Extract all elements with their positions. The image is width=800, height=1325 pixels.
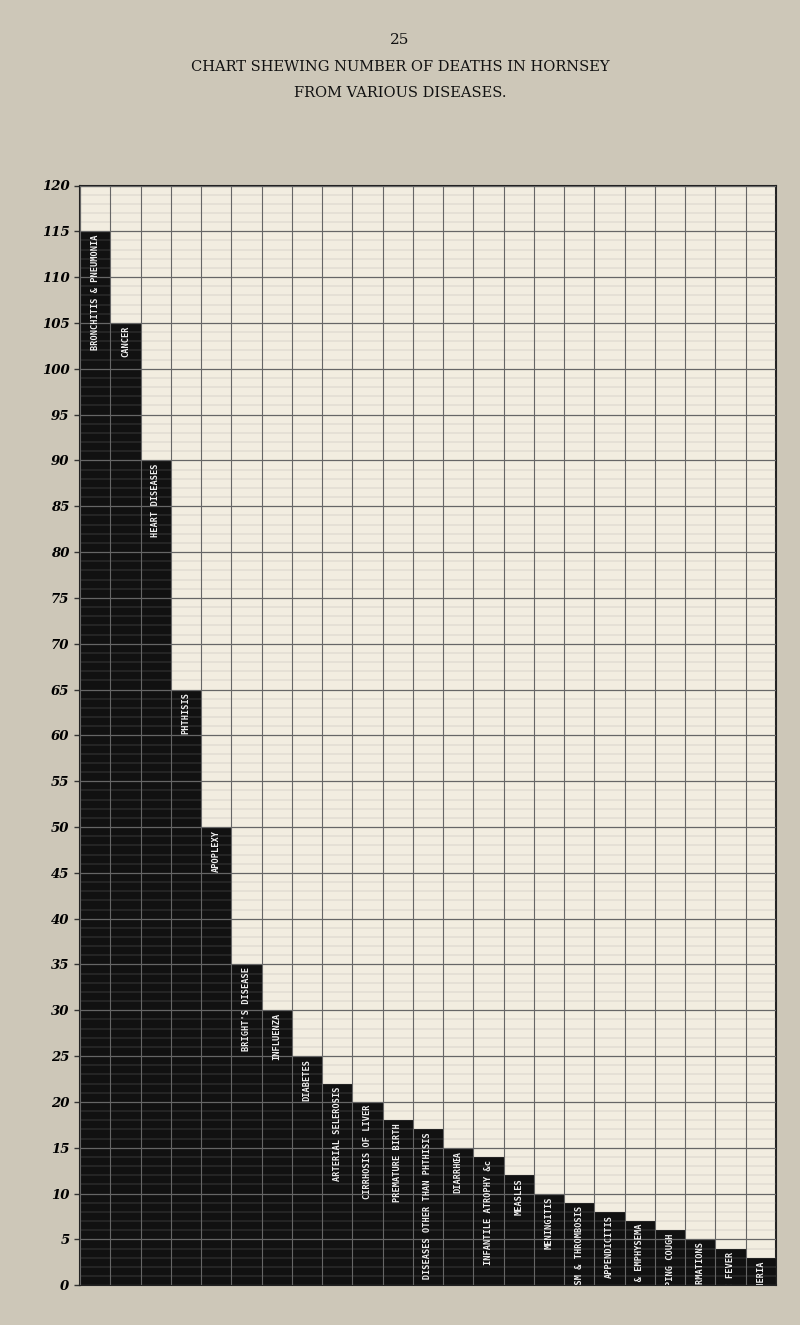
Bar	[322, 1084, 352, 1285]
Text: FROM VARIOUS DISEASES.: FROM VARIOUS DISEASES.	[294, 86, 506, 101]
Text: CANCER: CANCER	[121, 326, 130, 358]
Text: APPENDICITIS: APPENDICITIS	[605, 1215, 614, 1277]
Text: ASTHMA & EMPHYSEMA: ASTHMA & EMPHYSEMA	[635, 1224, 644, 1318]
Text: EMBOLISM & THROMBOSIS: EMBOLISM & THROMBOSIS	[575, 1206, 584, 1316]
Text: CONGENITAL MALFORMATIONS: CONGENITAL MALFORMATIONS	[696, 1242, 705, 1325]
Text: 25: 25	[390, 33, 410, 48]
Text: DIARRHŒA: DIARRHŒA	[454, 1150, 462, 1192]
Text: CHART SHEWING NUMBER OF DEATHS IN HORNSEY: CHART SHEWING NUMBER OF DEATHS IN HORNSE…	[190, 60, 610, 74]
Text: INFANTILE ATROPHY &c: INFANTILE ATROPHY &c	[484, 1159, 493, 1264]
Bar	[110, 323, 141, 1285]
Bar	[746, 1257, 776, 1285]
Text: BRONCHITIS & PNEUMONIA: BRONCHITIS & PNEUMONIA	[90, 235, 100, 350]
Text: APOPLEXY: APOPLEXY	[212, 829, 221, 872]
Text: ARTERIAL SELEROSIS: ARTERIAL SELEROSIS	[333, 1086, 342, 1181]
Bar	[382, 1121, 413, 1285]
Bar	[352, 1102, 382, 1285]
Bar	[231, 965, 262, 1285]
Text: WHOOPING COUGH: WHOOPING COUGH	[666, 1234, 674, 1306]
Bar	[262, 1010, 292, 1285]
Text: HEART DISEASES: HEART DISEASES	[151, 464, 160, 537]
Bar	[413, 1129, 443, 1285]
Text: CIRRHOSIS OF LIVER: CIRRHOSIS OF LIVER	[363, 1105, 372, 1199]
Text: INFLUENZA: INFLUENZA	[272, 1014, 281, 1060]
Bar	[655, 1230, 686, 1285]
Bar	[594, 1212, 625, 1285]
Bar	[504, 1175, 534, 1285]
Bar	[715, 1248, 746, 1285]
Text: PREMATURE BIRTH: PREMATURE BIRTH	[394, 1124, 402, 1202]
Bar	[443, 1147, 474, 1285]
Text: DIABETES: DIABETES	[302, 1059, 311, 1101]
Text: TUBERCULAR DISEASES OTHER THAN PHTHISIS: TUBERCULAR DISEASES OTHER THAN PHTHISIS	[423, 1132, 433, 1325]
Bar	[474, 1157, 504, 1285]
Bar	[292, 1056, 322, 1285]
Text: DIPHTHERIA: DIPHTHERIA	[756, 1260, 766, 1313]
Bar	[201, 827, 231, 1285]
Text: BRIGHT'S DISEASE: BRIGHT'S DISEASE	[242, 967, 251, 1051]
Bar	[625, 1222, 655, 1285]
Bar	[686, 1239, 715, 1285]
Text: MEASLES: MEASLES	[514, 1178, 523, 1215]
Text: MENINGITIS: MENINGITIS	[545, 1196, 554, 1249]
Text: ENTERIC FEVER: ENTERIC FEVER	[726, 1251, 735, 1320]
Bar	[80, 232, 110, 1285]
Bar	[170, 689, 201, 1285]
Bar	[534, 1194, 564, 1285]
Text: PHTHISIS: PHTHISIS	[182, 692, 190, 734]
Bar	[564, 1203, 594, 1285]
Bar	[141, 461, 170, 1285]
